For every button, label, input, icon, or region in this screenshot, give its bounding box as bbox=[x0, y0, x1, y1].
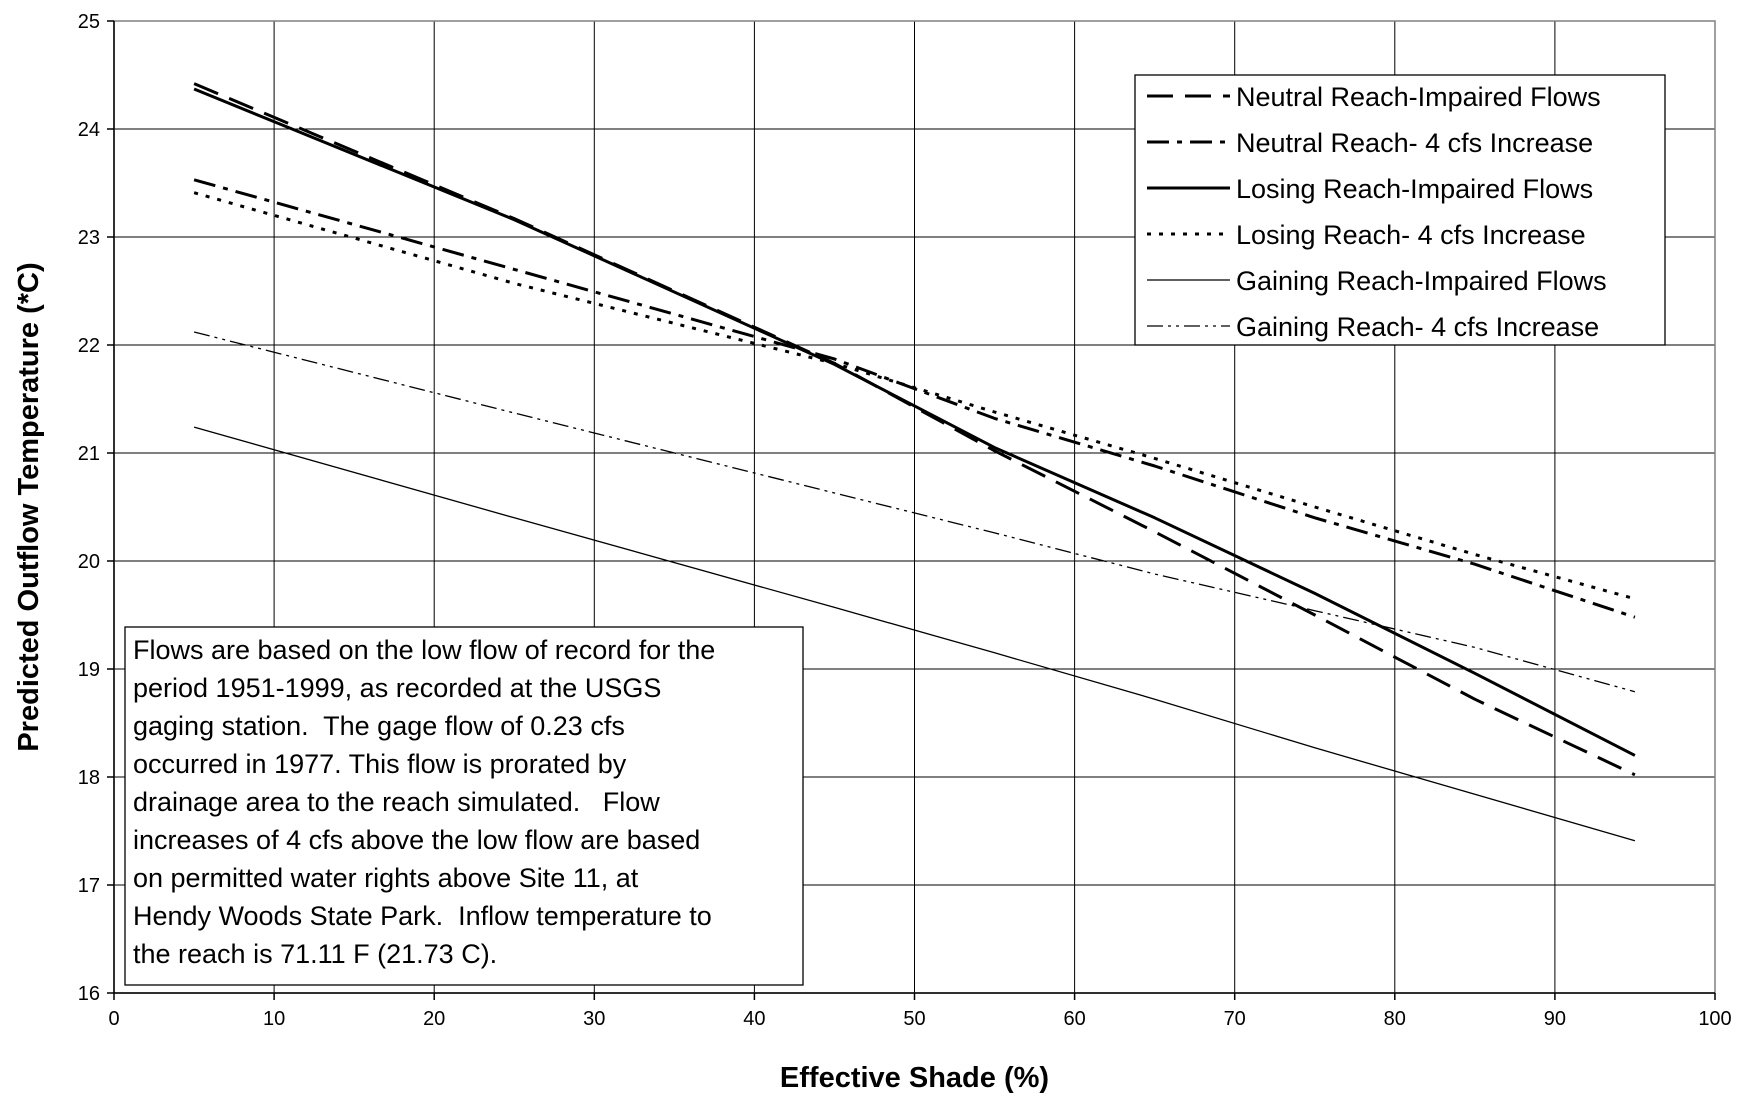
y-tick-label: 23 bbox=[78, 227, 100, 249]
y-tick-label: 18 bbox=[78, 767, 100, 789]
legend-label-3: Losing Reach-Impaired Flows bbox=[1236, 174, 1593, 204]
legend-label-4: Losing Reach- 4 cfs Increase bbox=[1236, 220, 1586, 250]
y-axis-title: Predicted Outflow Temperature (*C) bbox=[13, 262, 45, 751]
y-tick-label: 20 bbox=[78, 551, 100, 573]
y-tick-label: 19 bbox=[78, 659, 100, 681]
note-box: Flows are based on the low flow of recor… bbox=[124, 626, 804, 986]
y-tick-label: 16 bbox=[78, 983, 100, 1005]
y-tick-label: 17 bbox=[78, 875, 100, 897]
axes: 0 10 20 30 40 50 60 70 80 90 100 16 17 18 19 20 21 22 23 24… bbox=[78, 11, 1732, 1030]
x-tick-label: 60 bbox=[1063, 1008, 1085, 1030]
y-tick-label: 25 bbox=[78, 11, 100, 33]
x-tick-label: 40 bbox=[743, 1008, 765, 1030]
y-tick-label: 24 bbox=[78, 119, 100, 141]
note-line: gaging station. The gage flow of 0.23 cf… bbox=[133, 711, 625, 741]
series-line-5 bbox=[193, 426, 1636, 842]
legend-box bbox=[1134, 74, 1666, 346]
x-tick-label: 10 bbox=[263, 1008, 285, 1030]
series-line-3 bbox=[193, 87, 1636, 757]
series-lines bbox=[193, 82, 1636, 842]
note-line: drainage area to the reach simulated. Fl… bbox=[133, 787, 660, 817]
x-axis-title: Effective Shade (%) bbox=[780, 1062, 1049, 1094]
note-line: increases of 4 cfs above the low flow ar… bbox=[133, 825, 700, 855]
note-line: period 1951-1999, as recorded at the USG… bbox=[133, 673, 661, 703]
y-tick-label: 21 bbox=[78, 443, 100, 465]
series-line-4 bbox=[193, 191, 1636, 601]
x-tick-label: 100 bbox=[1698, 1008, 1731, 1030]
x-tick-label: 70 bbox=[1224, 1008, 1246, 1030]
series-line-2 bbox=[193, 178, 1636, 619]
legend-label-2: Neutral Reach- 4 cfs Increase bbox=[1236, 128, 1593, 158]
x-tick-label: 20 bbox=[423, 1008, 445, 1030]
note-line: Hendy Woods State Park. Inflow temperatu… bbox=[133, 901, 712, 931]
series-line-1 bbox=[193, 82, 1636, 777]
note-box-frame bbox=[124, 626, 804, 986]
note-line: on permitted water rights above Site 11,… bbox=[133, 863, 639, 893]
x-tick-label: 90 bbox=[1544, 1008, 1566, 1030]
legend-label-5: Gaining Reach-Impaired Flows bbox=[1236, 266, 1607, 296]
legend-label-6: Gaining Reach- 4 cfs Increase bbox=[1236, 312, 1599, 342]
x-tick-label: 30 bbox=[583, 1008, 605, 1030]
x-tick-label: 80 bbox=[1384, 1008, 1406, 1030]
legend: Neutral Reach-Impaired Flows Neutral Reac… bbox=[1134, 74, 1666, 346]
note-line: Flows are based on the low flow of recor… bbox=[133, 635, 715, 665]
x-tick-label: 0 bbox=[108, 1008, 119, 1030]
legend-label-1: Neutral Reach-Impaired Flows bbox=[1236, 82, 1601, 112]
note-line: the reach is 71.11 F (21.73 C). bbox=[133, 939, 497, 969]
y-tick-label: 22 bbox=[78, 335, 100, 357]
x-tick-label: 50 bbox=[903, 1008, 925, 1030]
series-line-6 bbox=[193, 331, 1636, 693]
note-line: occurred in 1977. This flow is prorated … bbox=[133, 749, 627, 779]
